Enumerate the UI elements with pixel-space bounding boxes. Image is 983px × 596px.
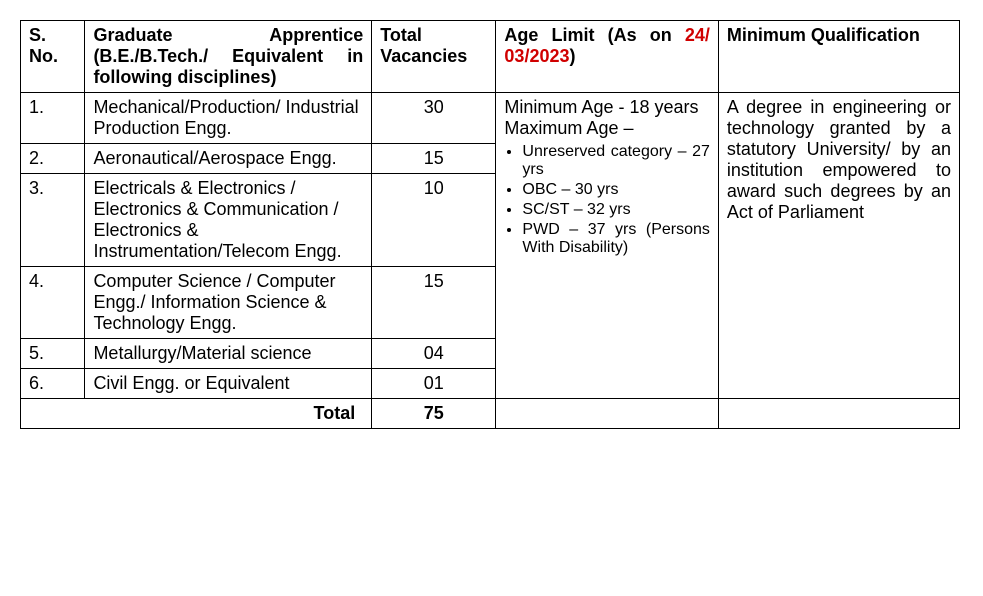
total-empty: [496, 399, 718, 429]
cell-sno: 1.: [21, 93, 85, 144]
age-bullet: PWD – 37 yrs (Persons With Disability): [522, 221, 709, 257]
age-bullet: Unreserved category – 27 yrs: [522, 143, 709, 179]
header-sno: S. No.: [21, 21, 85, 93]
cell-vacancies: 10: [372, 174, 496, 267]
total-empty: [718, 399, 959, 429]
cell-sno: 5.: [21, 339, 85, 369]
cell-vacancies: 15: [372, 144, 496, 174]
cell-sno: 3.: [21, 174, 85, 267]
header-qualification: Minimum Qualification: [718, 21, 959, 93]
table-row: 1. Mechanical/Production/ Industrial Pro…: [21, 93, 960, 144]
cell-age-limit: Minimum Age - 18 years Maximum Age – Unr…: [496, 93, 718, 399]
cell-vacancies: 30: [372, 93, 496, 144]
age-bullet: OBC – 30 yrs: [522, 181, 709, 199]
total-row: Total 75: [21, 399, 960, 429]
cell-sno: 6.: [21, 369, 85, 399]
vacancy-table: S. No. Graduate Apprentice (B.E./B.Tech.…: [20, 20, 960, 429]
total-value: 75: [372, 399, 496, 429]
age-suffix: ): [570, 46, 576, 66]
header-row: S. No. Graduate Apprentice (B.E./B.Tech.…: [21, 21, 960, 93]
cell-sno: 4.: [21, 267, 85, 339]
header-discipline: Graduate Apprentice (B.E./B.Tech./ Equiv…: [85, 21, 372, 93]
header-age: Age Limit (As on 24/ 03/2023): [496, 21, 718, 93]
age-bullet-list: Unreserved category – 27 yrs OBC – 30 yr…: [504, 143, 709, 257]
cell-discipline: Computer Science / Computer Engg./ Infor…: [85, 267, 372, 339]
cell-qualification: A degree in engineering or technology gr…: [718, 93, 959, 399]
cell-vacancies: 15: [372, 267, 496, 339]
cell-discipline: Metallurgy/Material science: [85, 339, 372, 369]
cell-vacancies: 04: [372, 339, 496, 369]
age-max: Maximum Age –: [504, 118, 633, 138]
header-vacancies: Total Vacancies: [372, 21, 496, 93]
cell-discipline: Civil Engg. or Equivalent: [85, 369, 372, 399]
cell-discipline: Mechanical/Production/ Industrial Produc…: [85, 93, 372, 144]
cell-sno: 2.: [21, 144, 85, 174]
age-bullet: SC/ST – 32 yrs: [522, 201, 709, 219]
age-prefix: Age Limit (As on: [504, 25, 684, 45]
age-min: Minimum Age - 18 years: [504, 97, 698, 117]
cell-discipline: Aeronautical/Aerospace Engg.: [85, 144, 372, 174]
cell-vacancies: 01: [372, 369, 496, 399]
total-label: Total: [21, 399, 372, 429]
cell-discipline: Electricals & Electronics / Electronics …: [85, 174, 372, 267]
